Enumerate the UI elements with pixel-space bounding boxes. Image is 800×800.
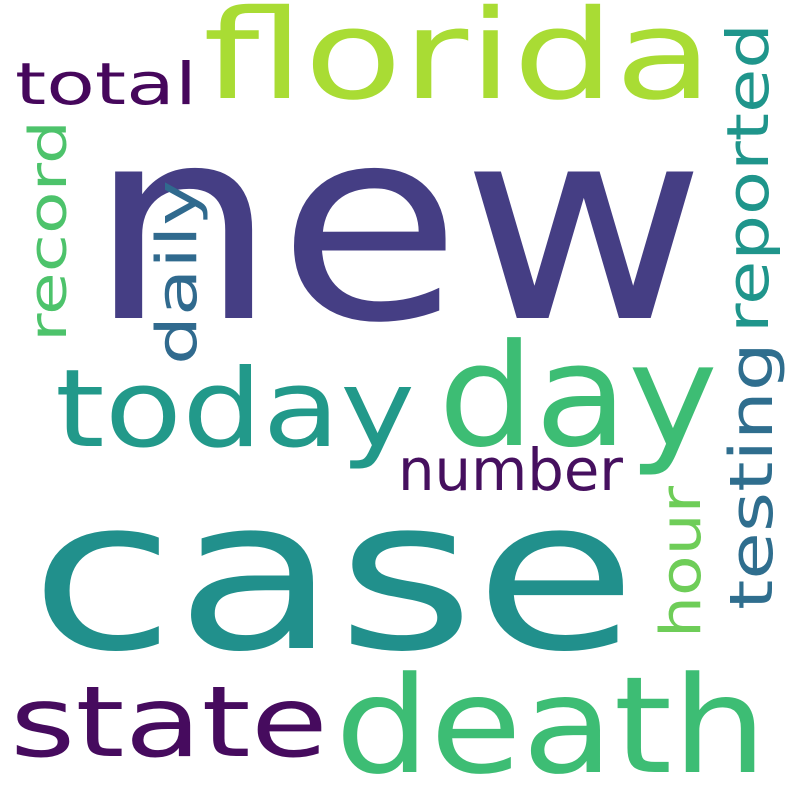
word-reported: reported: [714, 23, 782, 333]
word-number: number: [398, 436, 623, 504]
word-total: total: [15, 50, 197, 118]
word-testing: testing: [717, 342, 787, 610]
word-state: state: [10, 666, 328, 780]
word-today: today: [55, 347, 415, 472]
word-day: day: [438, 314, 718, 479]
word-new: new: [88, 70, 706, 382]
word-death: death: [335, 648, 767, 800]
word-case: case: [30, 453, 637, 698]
word-daily: daily: [145, 180, 210, 365]
word-hour: hour: [649, 485, 714, 638]
word-florida: florida: [203, 0, 713, 128]
word-record: record: [19, 120, 79, 342]
